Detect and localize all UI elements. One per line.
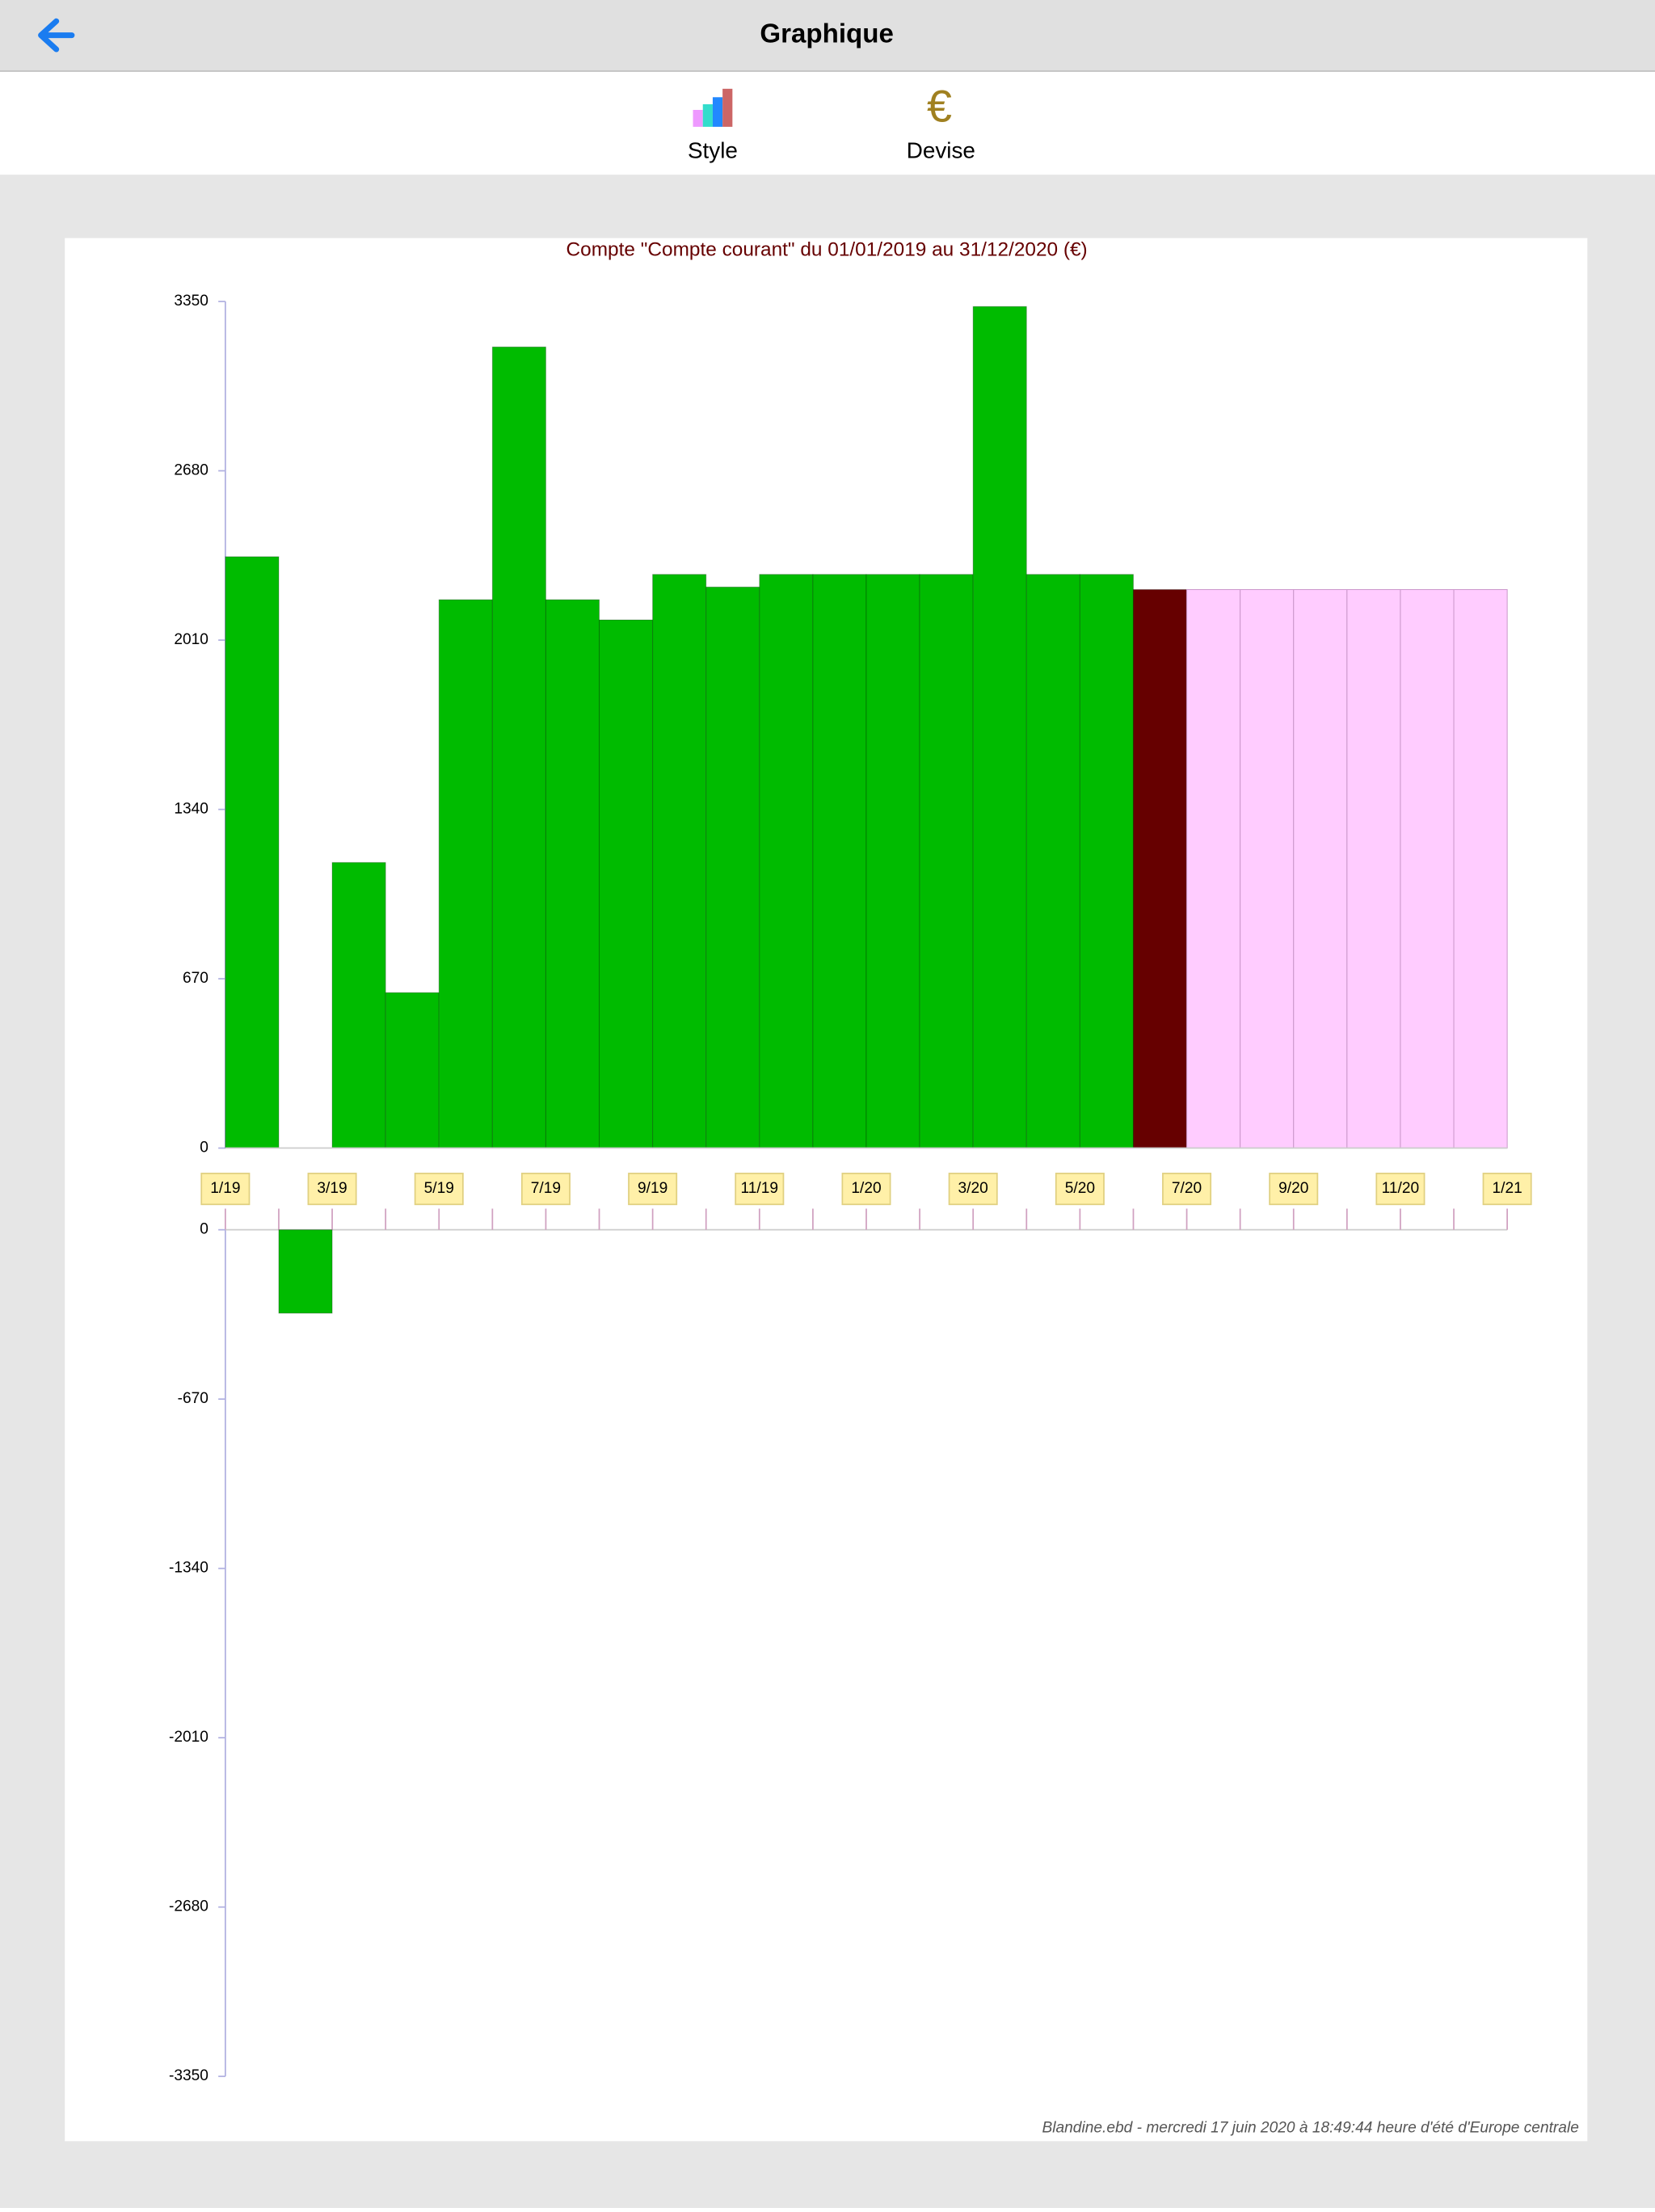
toolbar-label[interactable]: Devise xyxy=(907,138,975,163)
bar xyxy=(1025,574,1080,1149)
y-tick-label: -3350 xyxy=(169,2067,208,2084)
y-tick-label: -670 xyxy=(178,1390,208,1407)
bar xyxy=(438,599,493,1149)
bar xyxy=(1240,588,1295,1149)
y-tick-label: -1340 xyxy=(169,1560,208,1577)
x-tick-box xyxy=(735,1173,785,1206)
icon-bar xyxy=(702,104,713,127)
x-tick-box xyxy=(307,1173,357,1206)
x-tick-box xyxy=(414,1173,464,1206)
style-button[interactable]: Style xyxy=(688,88,738,163)
icon-bar xyxy=(712,97,723,127)
x-tick-box xyxy=(1162,1173,1212,1206)
y-tick-label: 0 xyxy=(200,1221,208,1238)
bar xyxy=(385,992,440,1149)
x-tick-label: 11/19 xyxy=(741,1180,779,1197)
nav-title: Graphique xyxy=(760,19,894,48)
icon-bar xyxy=(693,109,703,127)
bar xyxy=(972,305,1027,1149)
x-tick-label: 9/20 xyxy=(1278,1180,1308,1197)
x-tick-label: 11/20 xyxy=(1382,1180,1420,1197)
bar xyxy=(1079,574,1134,1149)
x-tick-box xyxy=(1375,1173,1425,1206)
y-tick-label: 0 xyxy=(200,1140,208,1157)
footer: Blandine.ebd - mercredi 17 juin 2020 à 1… xyxy=(1042,2120,1578,2137)
bar xyxy=(1453,588,1508,1149)
toolbar-label[interactable]: Style xyxy=(688,138,738,163)
x-tick-label: 7/20 xyxy=(1172,1180,1202,1197)
x-tick-label: 5/19 xyxy=(424,1180,454,1197)
x-tick-label: 9/19 xyxy=(638,1180,667,1197)
x-tick-box xyxy=(841,1173,891,1206)
y-tick-label: -2680 xyxy=(169,1898,208,1915)
bar xyxy=(1132,588,1188,1149)
bar xyxy=(1346,588,1401,1149)
toolbar xyxy=(0,71,1655,175)
bar xyxy=(652,574,707,1149)
nav-bar xyxy=(0,0,1655,71)
currency-icon[interactable]: € xyxy=(927,82,952,132)
x-tick-box xyxy=(948,1173,998,1206)
bar xyxy=(865,574,920,1149)
x-tick-box xyxy=(1482,1173,1532,1206)
x-tick-label: 3/19 xyxy=(317,1180,347,1197)
x-tick-box xyxy=(628,1173,678,1206)
bar xyxy=(705,586,760,1149)
back-button[interactable] xyxy=(38,18,75,53)
bar xyxy=(759,574,814,1149)
y-tick-label: 1340 xyxy=(174,801,208,818)
y-tick-label: 3350 xyxy=(174,293,208,310)
x-tick-box xyxy=(200,1173,251,1206)
y-tick-label: 2680 xyxy=(174,462,208,479)
y-tick-label: 670 xyxy=(183,970,208,987)
chart-area xyxy=(65,238,1588,2142)
back-arrow[interactable] xyxy=(38,18,75,53)
bar xyxy=(599,619,654,1149)
bar xyxy=(491,346,546,1149)
bar xyxy=(1293,588,1348,1149)
bar xyxy=(1186,588,1241,1149)
x-tick-box xyxy=(1269,1173,1319,1206)
x-tick-label: 5/20 xyxy=(1065,1180,1095,1197)
bar xyxy=(225,556,280,1149)
bar xyxy=(545,599,600,1149)
icon-bar xyxy=(722,88,733,127)
x-tick-label: 1/19 xyxy=(210,1180,240,1197)
y-tick-label: -2010 xyxy=(169,1729,208,1746)
bar xyxy=(812,574,867,1149)
x-tick-label: 7/19 xyxy=(531,1180,561,1197)
bar xyxy=(1400,588,1455,1149)
x-tick-label: 1/21 xyxy=(1492,1180,1522,1197)
devise-button[interactable]: € Devise xyxy=(907,82,975,163)
chart-title: Compte "Compte courant" du 01/01/2019 au… xyxy=(566,239,1088,261)
bar xyxy=(919,574,974,1149)
x-tick-box xyxy=(520,1173,571,1206)
y-tick-label: 2010 xyxy=(174,631,208,648)
x-tick-label: 3/20 xyxy=(958,1180,988,1197)
x-tick-box xyxy=(1055,1173,1105,1206)
bar xyxy=(331,862,386,1149)
x-tick-label: 1/20 xyxy=(851,1180,881,1197)
bar xyxy=(278,1229,333,1314)
